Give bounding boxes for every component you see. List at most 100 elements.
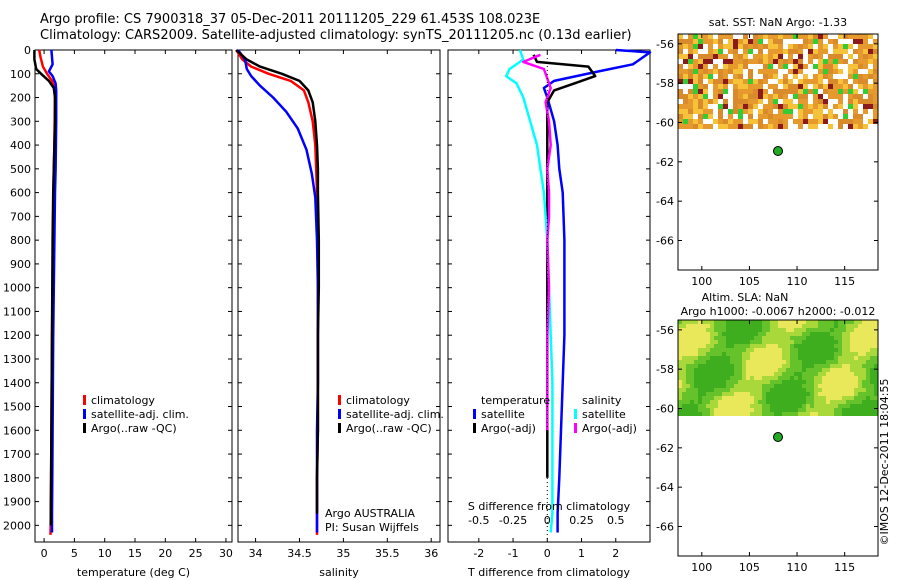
sst-cell <box>813 89 818 94</box>
sst-cell <box>843 114 848 119</box>
sst-cell <box>748 79 753 84</box>
sla-cell <box>830 384 834 388</box>
sst-cell <box>718 54 723 59</box>
sla-cell <box>774 392 778 396</box>
sla-cell <box>798 388 802 392</box>
sla-cell <box>846 384 850 388</box>
sla-cell <box>778 352 782 356</box>
sla-cell <box>734 388 738 392</box>
sst-cell <box>778 119 783 124</box>
sst-cell <box>688 64 693 69</box>
sla-cell <box>726 324 730 328</box>
sst-cell <box>763 59 768 64</box>
sla-cell <box>790 396 794 400</box>
sla-cell <box>690 340 694 344</box>
sst-cell <box>823 64 828 69</box>
sla-cell <box>798 396 802 400</box>
sla-cell <box>806 376 810 380</box>
legend-swatch <box>574 423 577 433</box>
sla-cell <box>854 412 858 416</box>
sla-cell <box>690 372 694 376</box>
sla-cell <box>874 340 878 344</box>
sla-cell <box>718 324 722 328</box>
sla-cell <box>782 368 786 372</box>
sla-cell <box>766 392 770 396</box>
sst-cell <box>718 119 723 124</box>
sla-cell <box>718 380 722 384</box>
sla-cell <box>826 340 830 344</box>
legend-label-sal: climatology <box>346 394 410 407</box>
sla-cell <box>870 356 874 360</box>
sla-cell <box>854 364 858 368</box>
sla-cell <box>858 396 862 400</box>
sla-cell <box>778 392 782 396</box>
sla-cell <box>778 336 782 340</box>
sst-cell <box>743 39 748 44</box>
sla-cell <box>802 408 806 412</box>
sla-cell <box>830 324 834 328</box>
sst-cell <box>788 69 793 74</box>
sla-cell <box>806 352 810 356</box>
sst-cell <box>788 44 793 49</box>
sst-cell <box>843 109 848 114</box>
sla-cell <box>710 344 714 348</box>
sst-cell <box>698 89 703 94</box>
x-tick-label: 15 <box>128 547 142 560</box>
sla-cell <box>746 396 750 400</box>
sst-cell <box>833 69 838 74</box>
sla-cell <box>830 348 834 352</box>
sst-cell <box>823 74 828 79</box>
sla-cell <box>842 392 846 396</box>
sla-cell <box>702 356 706 360</box>
sst-cell <box>773 39 778 44</box>
sst-cell <box>733 124 738 129</box>
sla-cell <box>730 392 734 396</box>
sla-cell <box>862 356 866 360</box>
sla-cell <box>850 340 854 344</box>
sla-cell <box>778 332 782 336</box>
sla-cell <box>682 408 686 412</box>
sla-cell <box>738 320 742 324</box>
sst-cell <box>818 114 823 119</box>
sla-cell <box>706 340 710 344</box>
sst-cell <box>678 69 683 74</box>
sla-cell <box>874 336 878 340</box>
sst-cell <box>808 59 813 64</box>
sla-cell <box>810 324 814 328</box>
sla-cell <box>706 396 710 400</box>
sla-cell <box>714 340 718 344</box>
sla-cell <box>850 352 854 356</box>
sst-cell <box>768 39 773 44</box>
sla-cell <box>850 400 854 404</box>
sla-cell <box>774 364 778 368</box>
sst-cell <box>838 104 843 109</box>
sla-cell <box>726 360 730 364</box>
sst-cell <box>743 84 748 89</box>
sst-cell <box>788 89 793 94</box>
series-line-argo-raw-qc- <box>235 49 321 514</box>
sla-cell <box>782 412 786 416</box>
sla-cell <box>818 392 822 396</box>
sla-cell <box>710 348 714 352</box>
sla-cell <box>786 364 790 368</box>
sla-cell <box>830 372 834 376</box>
sla-cell <box>690 324 694 328</box>
sst-cell <box>768 124 773 129</box>
sst-cell <box>773 49 778 54</box>
sla-cell <box>682 360 686 364</box>
sla-cell <box>850 356 854 360</box>
sla-cell <box>762 360 766 364</box>
sst-cell <box>863 104 868 109</box>
sla-cell <box>702 412 706 416</box>
sst-cell <box>823 44 828 49</box>
sst-cell <box>763 109 768 114</box>
sst-cell <box>868 84 873 89</box>
sla-cell <box>734 320 738 324</box>
sla-cell <box>850 368 854 372</box>
sla-cell <box>746 356 750 360</box>
legend-swatch <box>473 409 476 419</box>
sst-cell <box>683 69 688 74</box>
sla-cell <box>762 408 766 412</box>
sst-cell <box>813 34 818 39</box>
series-line-salinity-satellite <box>504 49 554 533</box>
